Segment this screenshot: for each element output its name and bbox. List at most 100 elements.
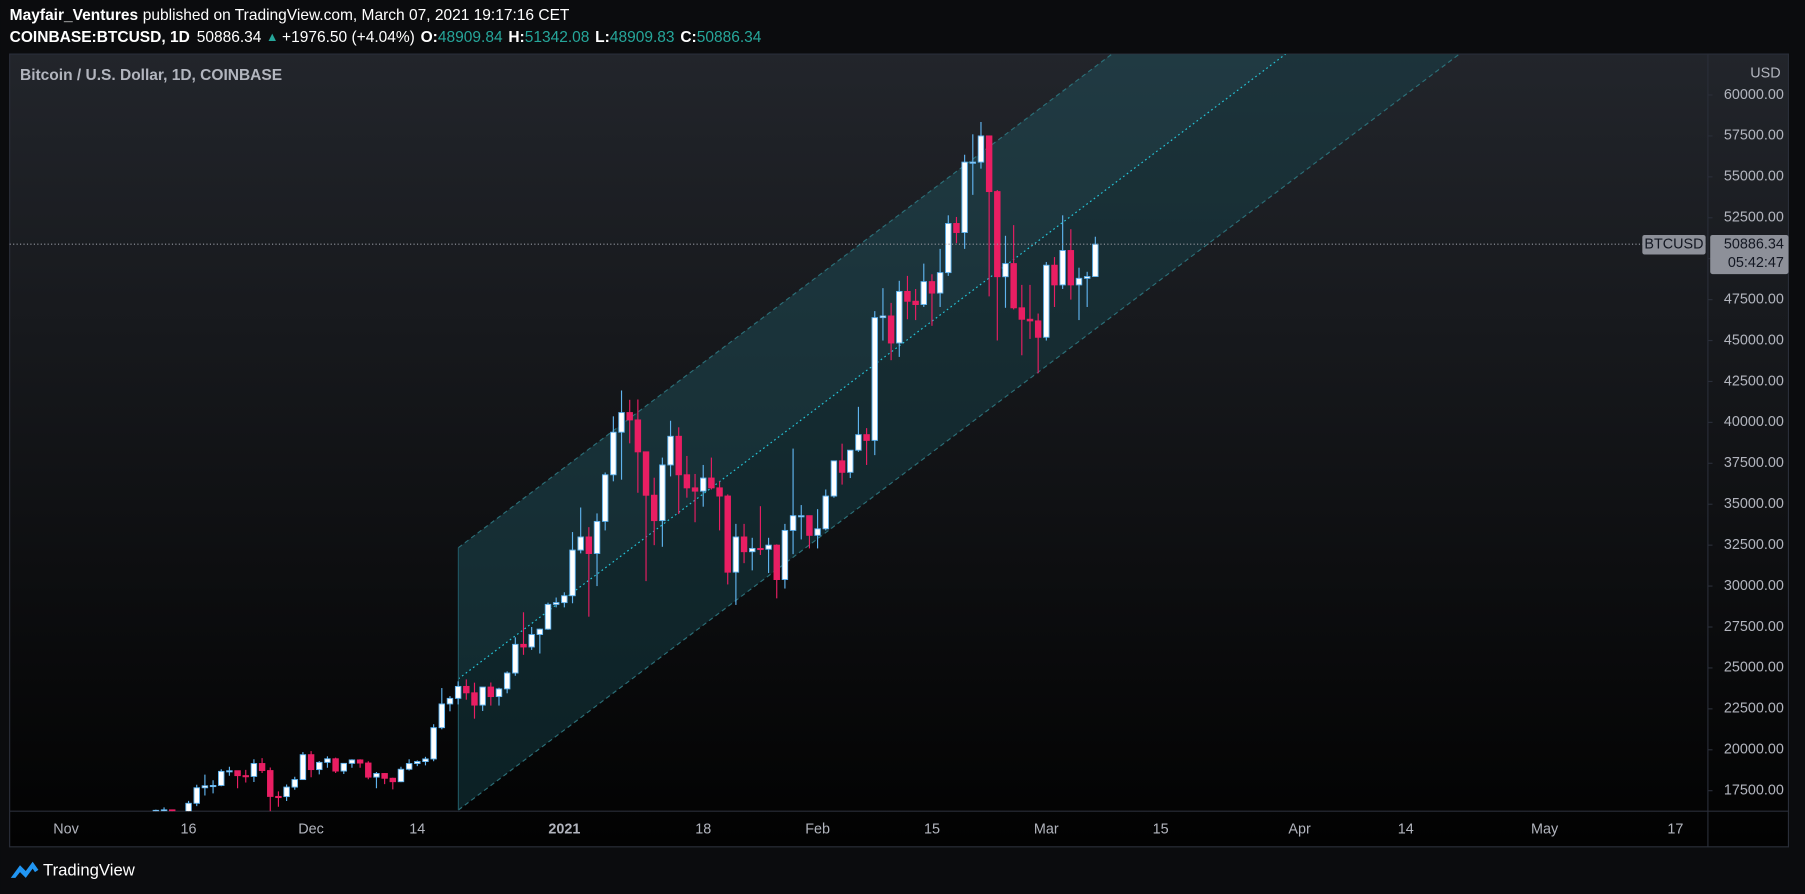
- y-tick-label: 20000.00: [1724, 742, 1784, 758]
- candle-body: [348, 759, 356, 764]
- candle-body: [160, 809, 168, 812]
- close-value: 50886.34: [697, 29, 762, 46]
- candle-body: [1010, 263, 1017, 309]
- candle-body: [1067, 250, 1075, 286]
- candle-body: [283, 786, 290, 798]
- candle-body: [855, 434, 862, 451]
- candle-body: [250, 763, 258, 777]
- candle-body: [912, 300, 919, 305]
- candle-body: [879, 315, 887, 319]
- x-tick-label: 16: [181, 821, 197, 837]
- candle-body: [226, 770, 233, 773]
- candle-body: [201, 785, 209, 789]
- candle-body: [871, 317, 878, 441]
- candle-body: [642, 451, 650, 496]
- candle-body: [258, 763, 266, 772]
- x-tick-label: 15: [924, 821, 940, 837]
- candle-body: [381, 773, 388, 779]
- x-tick-label: 2021: [548, 821, 580, 837]
- candle-body: [765, 544, 772, 550]
- candle-body: [552, 602, 560, 605]
- candle-body: [438, 703, 446, 729]
- candle-body: [356, 759, 364, 764]
- candle-body: [601, 474, 609, 522]
- candle-body: [389, 777, 397, 783]
- candle-body: [193, 787, 200, 804]
- candle-body: [520, 643, 527, 648]
- candle-body: [152, 809, 160, 812]
- candle-body: [757, 547, 764, 551]
- y-tick-label: 17500.00: [1724, 782, 1784, 798]
- candle-body: [585, 536, 593, 554]
- candle-body: [994, 191, 1001, 278]
- open-label: O:: [421, 29, 438, 46]
- candle-body: [1051, 264, 1058, 286]
- candle-body: [847, 449, 854, 473]
- candle-body: [691, 487, 699, 492]
- x-tick-label: Apr: [1288, 821, 1311, 837]
- candle-body: [798, 515, 805, 518]
- candle-body: [291, 779, 298, 788]
- candle-body: [234, 770, 241, 777]
- candle-body: [830, 460, 838, 497]
- high-label: H:: [508, 29, 524, 46]
- x-tick-label: 15: [1153, 821, 1169, 837]
- y-tick-label: 60000.00: [1724, 87, 1784, 103]
- candle-body: [169, 809, 176, 812]
- candle-body: [1002, 263, 1009, 278]
- candle-body: [863, 434, 870, 441]
- candle-body: [724, 495, 731, 573]
- candle-body: [610, 431, 617, 476]
- candle-body: [650, 494, 658, 522]
- candle-body: [716, 487, 723, 497]
- y-tick-label: 57500.00: [1724, 128, 1784, 144]
- candle-body: [977, 135, 985, 163]
- price-tag-countdown: 05:42:47: [1728, 255, 1784, 271]
- currency-label: USD: [1750, 65, 1780, 81]
- candle-body: [969, 161, 977, 164]
- candle-body: [267, 770, 274, 797]
- candle-body: [487, 686, 495, 698]
- x-tick-label: Feb: [805, 821, 830, 837]
- x-tick-label: 14: [1398, 821, 1414, 837]
- candle-body: [528, 634, 535, 648]
- footer: TradingView: [10, 860, 136, 879]
- candle-body: [1026, 318, 1034, 322]
- y-tick-label: 37500.00: [1724, 455, 1784, 471]
- candle-body: [953, 223, 960, 233]
- last-price: 50886.34: [197, 29, 262, 46]
- open-value: 48909.84: [438, 29, 503, 46]
- candle-body: [781, 529, 789, 580]
- candle-body: [185, 802, 192, 812]
- candle-body: [430, 727, 437, 760]
- chart-panel: [9, 53, 1790, 848]
- candle-body: [414, 761, 421, 764]
- candle-body: [961, 161, 968, 233]
- x-tick-label: 14: [409, 821, 425, 837]
- candle-body: [920, 281, 928, 305]
- candle-body: [773, 544, 780, 580]
- x-tick-label: Mar: [1034, 821, 1059, 837]
- x-tick-label: 17: [1667, 821, 1683, 837]
- publish-line: Mayfair_Ventures published on TradingView…: [10, 7, 570, 24]
- candle-body: [683, 474, 691, 489]
- brand: TradingView: [43, 860, 136, 879]
- candle-body: [1059, 250, 1066, 286]
- price-tag-box: [1710, 234, 1789, 275]
- price-tag-value: 50886.34: [1724, 237, 1784, 253]
- candle-body: [708, 477, 715, 489]
- y-tick-label: 40000.00: [1724, 414, 1784, 430]
- published: published on TradingView.com, March 07, …: [143, 7, 570, 24]
- y-tick-label: 32500.00: [1724, 537, 1784, 553]
- candle-body: [209, 784, 217, 788]
- candle-body: [324, 758, 331, 763]
- candle-body: [544, 603, 552, 630]
- candle-body: [340, 762, 348, 772]
- candle-body: [479, 686, 486, 706]
- low-label: L:: [595, 29, 610, 46]
- candle-body: [896, 290, 903, 344]
- low-value: 48909.83: [610, 29, 675, 46]
- candle-body: [634, 419, 642, 453]
- candles: [152, 122, 1099, 812]
- candle-body: [536, 628, 544, 635]
